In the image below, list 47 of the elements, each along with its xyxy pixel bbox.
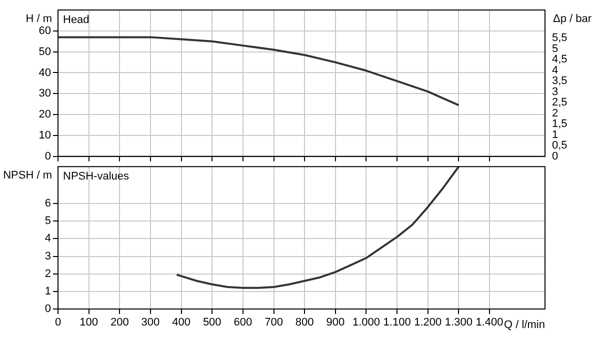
y-tick-label: 0 — [44, 150, 51, 162]
x-tick-label: 1.400 — [476, 316, 504, 329]
y-tick-label: 2 — [44, 268, 51, 280]
x-tick-label: 100 — [80, 316, 98, 329]
y-tick-label: 6 — [44, 198, 51, 210]
x-tick-label: 800 — [295, 316, 314, 329]
y-tick-label: 1 — [44, 285, 51, 298]
y-tick-label: 10 — [38, 130, 51, 142]
y-tick-label: 0 — [44, 303, 51, 316]
annotation: Head — [63, 14, 90, 26]
y2-tick-label: 5 — [552, 42, 558, 55]
y-tick-label: 40 — [38, 66, 51, 79]
y-tick-label: 50 — [38, 46, 51, 58]
y-tick-label: 4 — [44, 232, 51, 245]
y2-tick-label: 3,5 — [552, 75, 568, 88]
y2-tick-label: 0,5 — [552, 140, 568, 152]
y-tick-label: 60 — [38, 24, 51, 37]
x-tick-label: 1.000 — [352, 316, 380, 329]
x-tick-label: 400 — [172, 316, 190, 329]
x-tick-label: 900 — [326, 316, 345, 329]
y2-tick-label: 0 — [552, 150, 558, 162]
y-tick-label: 20 — [38, 108, 51, 121]
y2-tick-label: 1,5 — [552, 118, 568, 130]
x-tick-label: 0 — [54, 316, 62, 329]
y2-tick-label: 5,5 — [552, 32, 568, 44]
y2-tick-label: 1 — [552, 128, 558, 141]
y-axis-title: NPSH / m — [3, 170, 52, 182]
x-tick-label: 500 — [202, 316, 222, 329]
annotation: NPSH-values — [63, 170, 130, 183]
y2-tick-label: 2 — [552, 107, 558, 120]
y2-tick-label: 4 — [552, 64, 558, 76]
y-tick-label: 3 — [44, 250, 51, 262]
x-tick-label: 700 — [264, 316, 283, 329]
y-tick-label: 30 — [38, 88, 51, 100]
x-tick-label: 300 — [141, 316, 160, 329]
y2-tick-label: 4,5 — [552, 54, 568, 66]
x-axis-title: Q / l/min — [504, 319, 545, 332]
y-tick-label: 5 — [44, 215, 51, 228]
x-tick-label: 600 — [234, 316, 252, 329]
y-axis-title: H / m — [26, 13, 52, 26]
y2-tick-label: 3 — [552, 86, 558, 98]
x-tick-label: 1.200 — [414, 316, 442, 329]
x-tick-label: 200 — [110, 316, 129, 329]
y2-tick-label: 2,5 — [552, 96, 568, 109]
x-tick-label: 1.300 — [444, 316, 472, 329]
y2-axis-title: Δp / bar — [553, 13, 592, 26]
x-tick-label: 1.100 — [383, 316, 411, 329]
